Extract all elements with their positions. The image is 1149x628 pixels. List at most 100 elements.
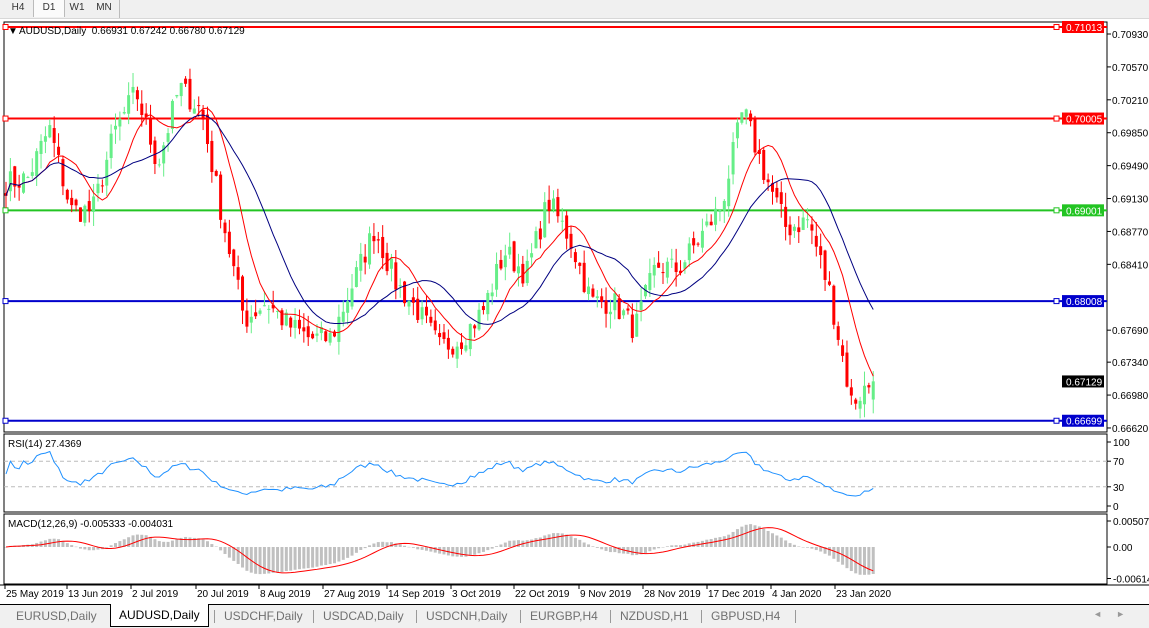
bear-candle bbox=[828, 281, 831, 284]
chart-tab-eurusd-daily[interactable]: EURUSD,Daily bbox=[8, 605, 105, 625]
bear-candle bbox=[753, 119, 756, 152]
bear-candle bbox=[372, 236, 375, 241]
macd-histogram-bar bbox=[175, 539, 178, 547]
macd-histogram-bar bbox=[745, 525, 748, 547]
bull-candle bbox=[267, 309, 270, 310]
bear-candle bbox=[845, 353, 848, 387]
bear-candle bbox=[136, 90, 139, 99]
macd-histogram-bar bbox=[210, 544, 213, 547]
macd-histogram-bar bbox=[272, 547, 275, 573]
bear-candle bbox=[66, 190, 69, 200]
timeframe-h4-button[interactable]: H4 bbox=[3, 0, 33, 17]
bear-candle bbox=[184, 79, 187, 84]
bull-candle bbox=[495, 264, 498, 290]
chart-tab-usdchf-daily[interactable]: USDCHF,Daily bbox=[216, 605, 311, 625]
bull-candle bbox=[127, 95, 130, 114]
macd-histogram-bar bbox=[530, 540, 533, 547]
macd-histogram-bar bbox=[482, 547, 485, 552]
macd-histogram-bar bbox=[591, 546, 594, 547]
bear-candle bbox=[153, 141, 156, 164]
date-label: 22 Oct 2019 bbox=[515, 589, 570, 600]
bull-candle bbox=[732, 142, 735, 174]
bull-candle bbox=[175, 95, 178, 96]
macd-histogram-bar bbox=[789, 543, 792, 547]
tab-scroll-arrows-icon[interactable]: ◄► bbox=[1093, 609, 1139, 619]
price-tick-label: 0.70570 bbox=[1112, 63, 1149, 74]
date-label: 28 Nov 2019 bbox=[644, 589, 701, 600]
chart-tab-audusd-daily[interactable]: AUDUSD,Daily bbox=[110, 604, 209, 627]
bear-candle bbox=[416, 299, 419, 320]
chart-menu-triangle-icon[interactable]: ▼ bbox=[8, 26, 18, 37]
macd-histogram-bar bbox=[237, 547, 240, 564]
macd-histogram-bar bbox=[819, 547, 822, 552]
bull-candle bbox=[648, 273, 651, 290]
macd-histogram-bar bbox=[289, 547, 292, 571]
timeframe-d1-button[interactable]: D1 bbox=[33, 0, 65, 17]
bear-candle bbox=[692, 238, 695, 245]
macd-histogram-bar bbox=[372, 543, 375, 547]
macd-histogram-bar bbox=[526, 540, 529, 547]
macd-histogram-bar bbox=[587, 544, 590, 547]
bull-candle bbox=[114, 126, 117, 130]
macd-histogram-bar bbox=[718, 537, 721, 547]
chart-tab-eurgbp-h4[interactable]: EURGBP,H4 bbox=[522, 605, 606, 625]
macd-histogram-bar bbox=[867, 547, 870, 575]
timeframe-mn-button[interactable]: MN bbox=[89, 0, 119, 17]
macd-histogram-bar bbox=[158, 541, 161, 547]
bear-candle bbox=[224, 223, 227, 234]
bull-candle bbox=[407, 301, 410, 307]
bull-candle bbox=[263, 305, 266, 306]
macd-histogram-bar bbox=[753, 525, 756, 547]
price-tick-label: 0.67690 bbox=[1112, 326, 1149, 337]
bull-candle bbox=[469, 324, 472, 349]
date-label: 2 Jul 2019 bbox=[132, 589, 179, 600]
macd-histogram-bar bbox=[495, 546, 498, 547]
macd-histogram-bar bbox=[377, 542, 380, 547]
macd-histogram-bar bbox=[552, 533, 555, 547]
timeframe-w1-button[interactable]: W1 bbox=[62, 0, 92, 17]
bear-candle bbox=[797, 227, 800, 232]
line-handle-icon bbox=[3, 418, 8, 423]
bear-candle bbox=[302, 327, 305, 331]
macd-histogram-bar bbox=[320, 547, 323, 566]
macd-histogram-bar bbox=[762, 529, 765, 547]
chart-tab-usdcad-daily[interactable]: USDCAD,Daily bbox=[315, 605, 412, 625]
bull-candle bbox=[92, 196, 95, 211]
macd-histogram-bar bbox=[416, 547, 419, 549]
bull-candle bbox=[666, 262, 669, 278]
macd-histogram-bar bbox=[740, 527, 743, 547]
macd-histogram-bar bbox=[451, 547, 454, 556]
line-handle-icon bbox=[1054, 418, 1059, 423]
chart-window[interactable]: 0.709300.705700.702100.698500.694900.691… bbox=[0, 19, 1149, 604]
macd-histogram-bar bbox=[276, 547, 279, 572]
bull-candle bbox=[351, 289, 354, 307]
bear-candle bbox=[443, 332, 446, 339]
bear-candle bbox=[149, 118, 152, 145]
bull-candle bbox=[745, 109, 748, 116]
macd-histogram-bar bbox=[57, 539, 60, 547]
macd-histogram-bar bbox=[631, 547, 634, 555]
tab-divider bbox=[214, 610, 215, 623]
bull-candle bbox=[105, 160, 108, 186]
price-tick-label: 0.66980 bbox=[1112, 391, 1149, 402]
bull-candle bbox=[259, 310, 262, 313]
bear-candle bbox=[75, 200, 78, 206]
bull-candle bbox=[552, 199, 555, 210]
tab-divider bbox=[520, 610, 521, 623]
bull-candle bbox=[193, 109, 196, 114]
chart-tab-gbpusd-h4[interactable]: GBPUSD,H4 bbox=[703, 605, 788, 625]
macd-histogram-bar bbox=[784, 540, 787, 547]
macd-histogram-bar bbox=[184, 537, 187, 547]
bear-candle bbox=[237, 267, 240, 280]
price-level-tag-label: 0.70005 bbox=[1066, 115, 1103, 126]
chart-tab-usdcnh-daily[interactable]: USDCNH,Daily bbox=[418, 605, 515, 625]
chart-tab-nzdusd-h1[interactable]: NZDUSD,H1 bbox=[612, 605, 697, 625]
macd-histogram-bar bbox=[259, 547, 262, 574]
bear-candle bbox=[228, 232, 231, 254]
macd-histogram-bar bbox=[548, 534, 551, 547]
bear-candle bbox=[618, 298, 621, 319]
bear-candle bbox=[254, 312, 257, 316]
tab-divider bbox=[610, 610, 611, 623]
